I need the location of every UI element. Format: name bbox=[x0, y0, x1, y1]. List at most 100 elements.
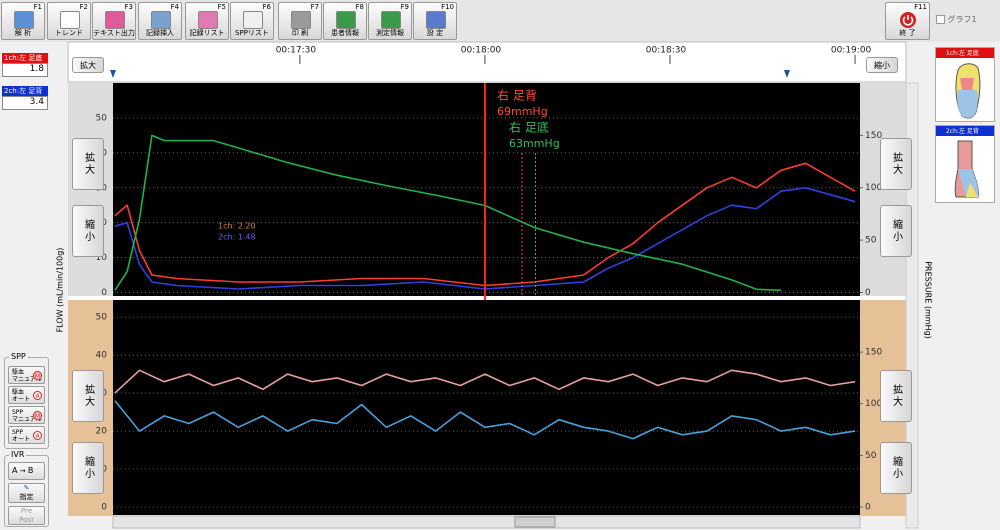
graph-toggle[interactable]: グラフ1 bbox=[936, 14, 998, 28]
x-tick-label: 00:18:30 bbox=[646, 46, 687, 56]
key-label: F9 bbox=[400, 3, 409, 11]
x-tick-label: 00:19:00 bbox=[831, 46, 872, 56]
panel-label: 1ch:左 足底 bbox=[936, 48, 994, 58]
button-label: 印 刷 bbox=[291, 29, 309, 37]
button-label: トレンド bbox=[55, 29, 83, 37]
button-line: マニュアル bbox=[12, 376, 42, 383]
toolbar-button[interactable]: F1 解 析 bbox=[1, 2, 45, 40]
spp-button[interactable]: SPP オート A bbox=[8, 426, 45, 444]
y-tick-label: 10 bbox=[96, 253, 108, 263]
button-line: SPP bbox=[12, 409, 24, 416]
y-tick-label: 50 bbox=[96, 113, 108, 123]
button-icon bbox=[336, 11, 356, 29]
button-icon bbox=[105, 11, 125, 29]
exit-button[interactable]: F11 終 了 bbox=[885, 2, 930, 40]
badge: M bbox=[33, 411, 42, 420]
y-tick-label: 0 bbox=[101, 503, 107, 513]
toolbar-button[interactable]: F10 設 定 bbox=[413, 2, 457, 40]
to-label: B bbox=[27, 466, 34, 475]
toolbar-button[interactable]: F8 患者情報 bbox=[323, 2, 367, 40]
zoom-button[interactable]: 縮小 bbox=[866, 57, 898, 73]
divider bbox=[68, 296, 906, 300]
group-title: IVR bbox=[9, 450, 27, 459]
button-label: SPPリスト bbox=[235, 29, 269, 37]
series-line bbox=[114, 187, 856, 290]
x-tick-label: 00:17:30 bbox=[276, 46, 317, 56]
y-tick-label: 0 bbox=[101, 288, 107, 298]
plot-bg bbox=[113, 83, 860, 296]
zoom-button[interactable]: 拡大 bbox=[880, 370, 912, 422]
series-line bbox=[114, 134, 782, 292]
button-label: 患者情報 bbox=[331, 29, 359, 37]
power-icon bbox=[900, 12, 916, 28]
channel-label: 2ch:左 足背 bbox=[2, 86, 48, 96]
toolbar-button[interactable]: F6 SPPリスト bbox=[230, 2, 274, 40]
badge: A bbox=[33, 431, 42, 440]
channel-value: 1.8 bbox=[2, 63, 48, 77]
button-line: 駆血 bbox=[12, 369, 25, 376]
zoom-label: 拡大 bbox=[890, 152, 902, 176]
y2-tick-label: 100 bbox=[865, 183, 882, 193]
time-ruler bbox=[67, 41, 907, 83]
h-scrollbar[interactable] bbox=[112, 515, 861, 529]
ab-button[interactable]: A → B bbox=[8, 462, 45, 480]
key-label: F2 bbox=[79, 3, 88, 11]
range-marker bbox=[784, 70, 790, 78]
group-title: SPP bbox=[9, 352, 28, 361]
zoom-button[interactable]: 拡大 bbox=[72, 57, 104, 73]
annotation-site: 右 足底 bbox=[509, 120, 549, 135]
button-icon bbox=[243, 11, 263, 29]
toolbar-button[interactable]: F7 印 刷 bbox=[278, 2, 322, 40]
toolbar-button[interactable]: F5 記録リスト bbox=[185, 2, 229, 40]
button-line: オート bbox=[12, 396, 31, 403]
key-label: F5 bbox=[217, 3, 226, 11]
toolbar-button[interactable]: F2 トレンド bbox=[47, 2, 91, 40]
toolbar-button[interactable]: F4 記録挿入 bbox=[138, 2, 182, 40]
toolbar-button[interactable]: F9 測定情報 bbox=[368, 2, 412, 40]
annotation-value: 63mmHg bbox=[509, 137, 560, 150]
zoom-button[interactable]: 縮小 bbox=[880, 442, 912, 494]
button-line: SPP bbox=[12, 429, 24, 436]
zoom-button[interactable]: 縮小 bbox=[72, 442, 104, 494]
button-icon bbox=[14, 11, 34, 29]
button-icon bbox=[426, 11, 446, 29]
prepost-button[interactable]: Pre Post bbox=[8, 506, 45, 525]
key-label: F10 bbox=[441, 3, 454, 11]
channel-value: 3.4 bbox=[2, 96, 48, 110]
annotation-site: 右 足背 bbox=[497, 88, 537, 103]
y-tick-label: 40 bbox=[96, 351, 108, 361]
y2-tick-label: 150 bbox=[865, 131, 882, 141]
panel-label: 2ch:左 足背 bbox=[936, 126, 994, 136]
key-label: F7 bbox=[310, 3, 319, 11]
from-label: A bbox=[12, 466, 18, 475]
zoom-label: 拡大 bbox=[82, 152, 94, 176]
zoom-button[interactable]: 拡大 bbox=[880, 138, 912, 190]
ivr-group: IVR A → B ✎ 指定 Pre Post bbox=[4, 450, 49, 527]
button-label: 記録挿入 bbox=[146, 29, 174, 37]
spp-button[interactable]: 駆血 オート A bbox=[8, 386, 45, 404]
plot-bg bbox=[113, 300, 860, 515]
badge: M bbox=[33, 371, 42, 380]
y-tick-label: 20 bbox=[96, 427, 108, 437]
button-label: 測定情報 bbox=[376, 29, 404, 37]
y-tick-label: 50 bbox=[96, 313, 108, 323]
foot-icon bbox=[955, 63, 981, 119]
key-label: F6 bbox=[262, 3, 271, 11]
badge: A bbox=[33, 391, 42, 400]
key-label: F8 bbox=[355, 3, 364, 11]
set-button[interactable]: ✎ 指定 bbox=[8, 483, 45, 503]
scroll-thumb[interactable] bbox=[514, 516, 556, 528]
zoom-button[interactable]: 縮小 bbox=[72, 205, 104, 257]
spp-button[interactable]: SPP マニュアル M bbox=[8, 406, 45, 424]
button-label: 設 定 bbox=[426, 29, 444, 37]
zoom-button[interactable]: 拡大 bbox=[72, 138, 104, 190]
toolbar-button[interactable]: F3 テキスト出力 bbox=[92, 2, 136, 40]
zoom-button[interactable]: 拡大 bbox=[72, 370, 104, 422]
button-label: 解 析 bbox=[14, 29, 32, 37]
spp-button[interactable]: 駆血 マニュアル M bbox=[8, 366, 45, 384]
button-icon bbox=[60, 11, 80, 29]
zoom-button[interactable]: 縮小 bbox=[880, 205, 912, 257]
series-line bbox=[114, 400, 856, 440]
